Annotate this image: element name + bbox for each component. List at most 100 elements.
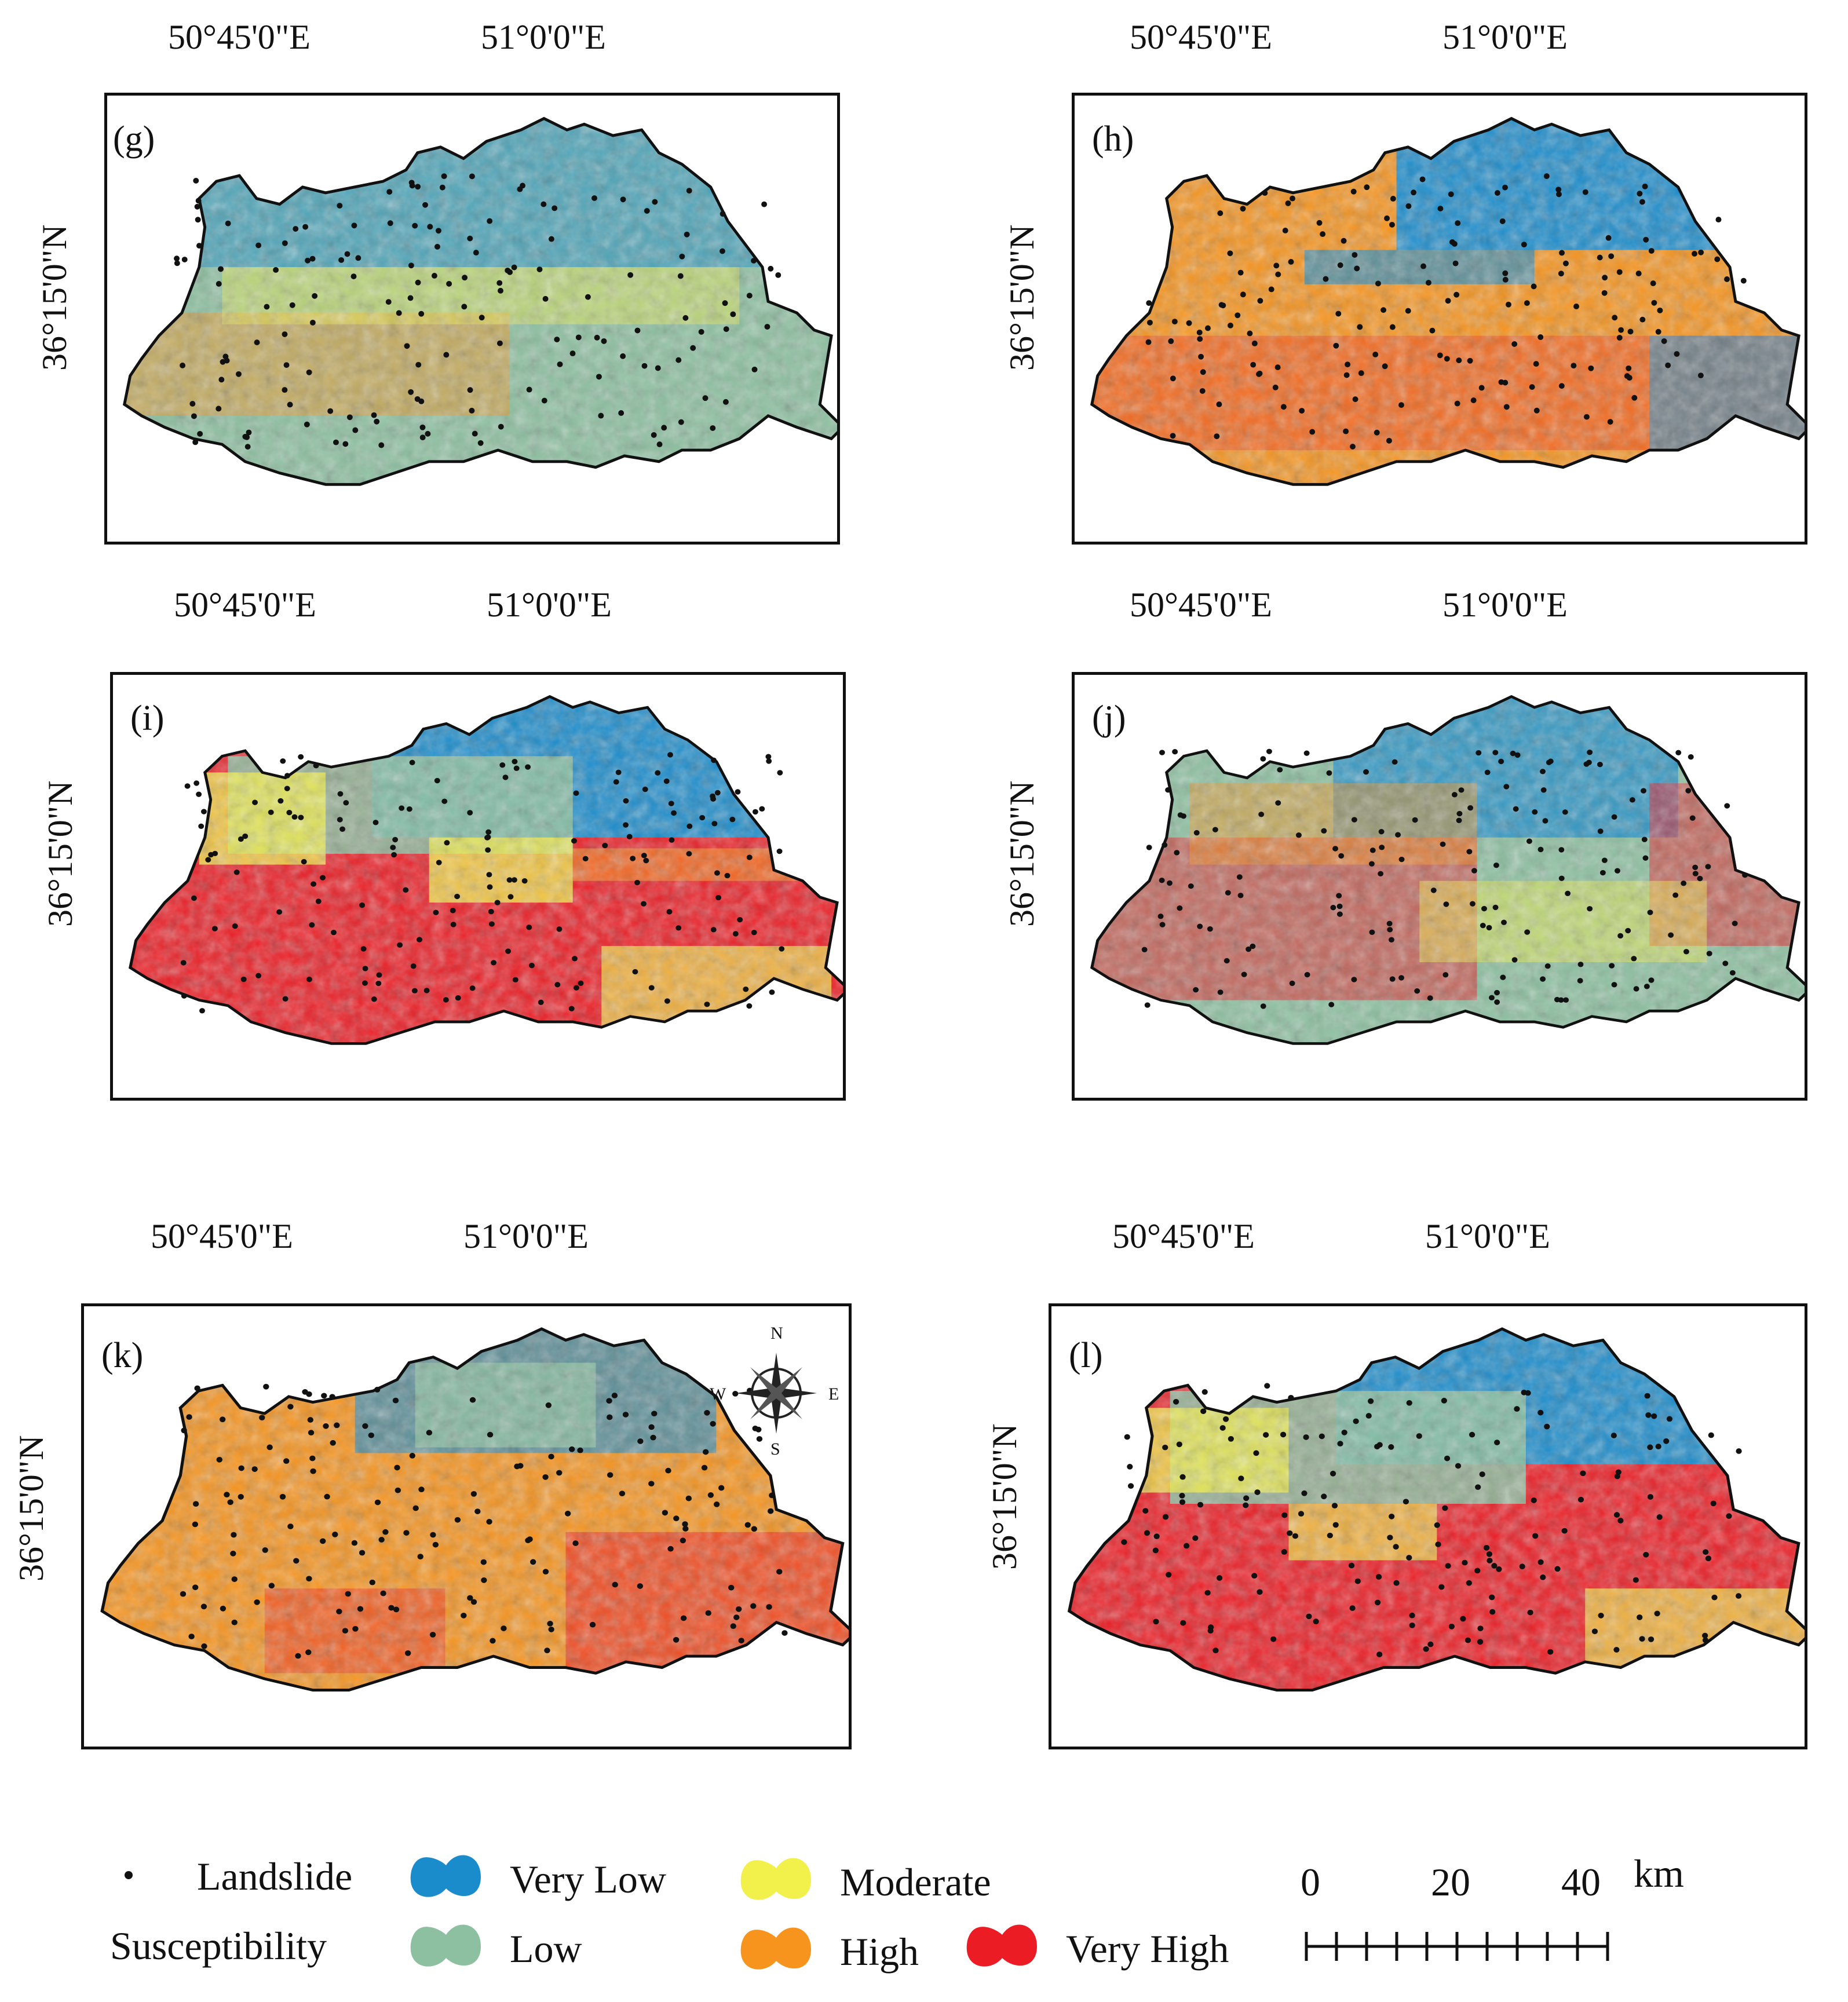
landslide-point [388,1605,395,1611]
landslide-point [1330,1470,1336,1477]
landslide-point [282,331,288,337]
landslide-point [722,399,729,405]
landslide-point [212,850,218,857]
landslide-point [1609,963,1615,969]
landslide-point [181,993,187,999]
landslide-point [723,326,729,333]
legend-title: Susceptibility [110,1924,327,1968]
landslide-point [1692,864,1699,871]
legend-very-low: Very Low [510,1857,667,1901]
landslide-point [1617,933,1624,939]
landslide-point [342,1628,349,1634]
landslide-point [542,1474,549,1480]
landslide-point [1641,836,1648,842]
map-panel-l: 50°45'0"E 51°0'0"E 36°15'0"N (l) [927,1211,1831,1819]
compass-s: S [770,1440,780,1459]
landslide-point [1121,1539,1127,1545]
landslide-point [1281,1512,1288,1518]
landslide-point [1502,184,1508,191]
lat-label: 36°15'0"N [1003,780,1041,927]
landslide-point [1268,286,1274,293]
landslide-point [1336,903,1343,909]
landslide-point [1212,1647,1219,1654]
landslide-point [1430,887,1437,893]
landslide-point [1615,868,1620,874]
landslide-point [623,798,629,804]
landslide-point [1321,1493,1327,1500]
landslide-point [308,1430,315,1436]
landslide-point [612,1581,618,1588]
panel-label: (j) [1092,699,1126,738]
landslide-point [699,814,706,821]
landslide-point [1455,1463,1462,1469]
landslide-point [1349,1605,1356,1611]
landslide-point [287,1404,294,1410]
map-frame: (g) [104,93,840,545]
landslide-point [542,295,549,302]
landslide-point [361,980,368,986]
landslide-point [385,299,392,305]
landslide-point [641,853,647,858]
landslide-point [573,985,579,991]
landslide-point [1705,1555,1712,1562]
landslide-point [1498,379,1504,385]
landslide-point [486,872,492,878]
landslide-point [280,758,286,764]
landslide-point [196,791,202,797]
landslide-point [1204,1590,1211,1596]
landslide-point [327,408,334,414]
landslide-point [1374,1599,1381,1606]
landslide-point [1193,830,1200,836]
landslide-point [1264,1383,1270,1389]
landslide-point [494,900,501,905]
landslide-point [194,1385,200,1391]
scale-tick-0: 0 [1301,1860,1320,1904]
landslide-point [1228,1436,1234,1442]
landslide-point [450,908,456,914]
landslide-point [506,877,513,883]
landslide-point [677,273,684,279]
landslide-point [1159,922,1166,927]
landslide-point [1280,404,1287,410]
landslide-point [1389,1513,1395,1519]
landslide-point [1372,352,1379,357]
landslide-point [1637,191,1643,197]
landslide-point [1588,365,1594,371]
landslide-point [1196,329,1203,335]
landslide-point [607,1414,613,1420]
landslide-point [1655,1444,1661,1449]
landslide-point [330,1440,336,1446]
landslide-point [671,810,677,816]
landslide-point [1303,750,1310,756]
landslide-point [307,1417,313,1423]
landslide-point [309,255,316,262]
landslide-point [1152,1547,1159,1554]
landslide-point [1511,957,1518,963]
landslide-point [1496,1566,1502,1572]
landslide-point [479,315,485,321]
landslide-point [1460,1616,1466,1622]
landslide-point [1153,1533,1160,1540]
landslide-point [594,334,600,341]
landslide-point [488,921,495,927]
landslide-point [1610,1433,1617,1438]
landslide-point [392,1397,399,1404]
compass-icon [736,1353,817,1434]
landslide-point [195,198,202,204]
landslide-point [1198,353,1204,360]
landslide-point [1440,841,1446,847]
landslide-point [211,926,218,931]
landslide-point [759,806,765,812]
landslide-point [710,793,716,799]
lon-label-2: 51°0'0"E [487,586,612,624]
landslide-point [1531,283,1537,290]
landslide-point [409,1453,415,1459]
landslide-point [1414,988,1420,994]
landslide-point [1462,1559,1468,1566]
landslide-point [1328,1002,1335,1007]
landslide-point [1425,280,1431,286]
landslide-point [642,786,648,792]
landslide-point [1648,248,1655,254]
landslide-point [1345,361,1351,368]
landslide-point [1554,1566,1561,1572]
